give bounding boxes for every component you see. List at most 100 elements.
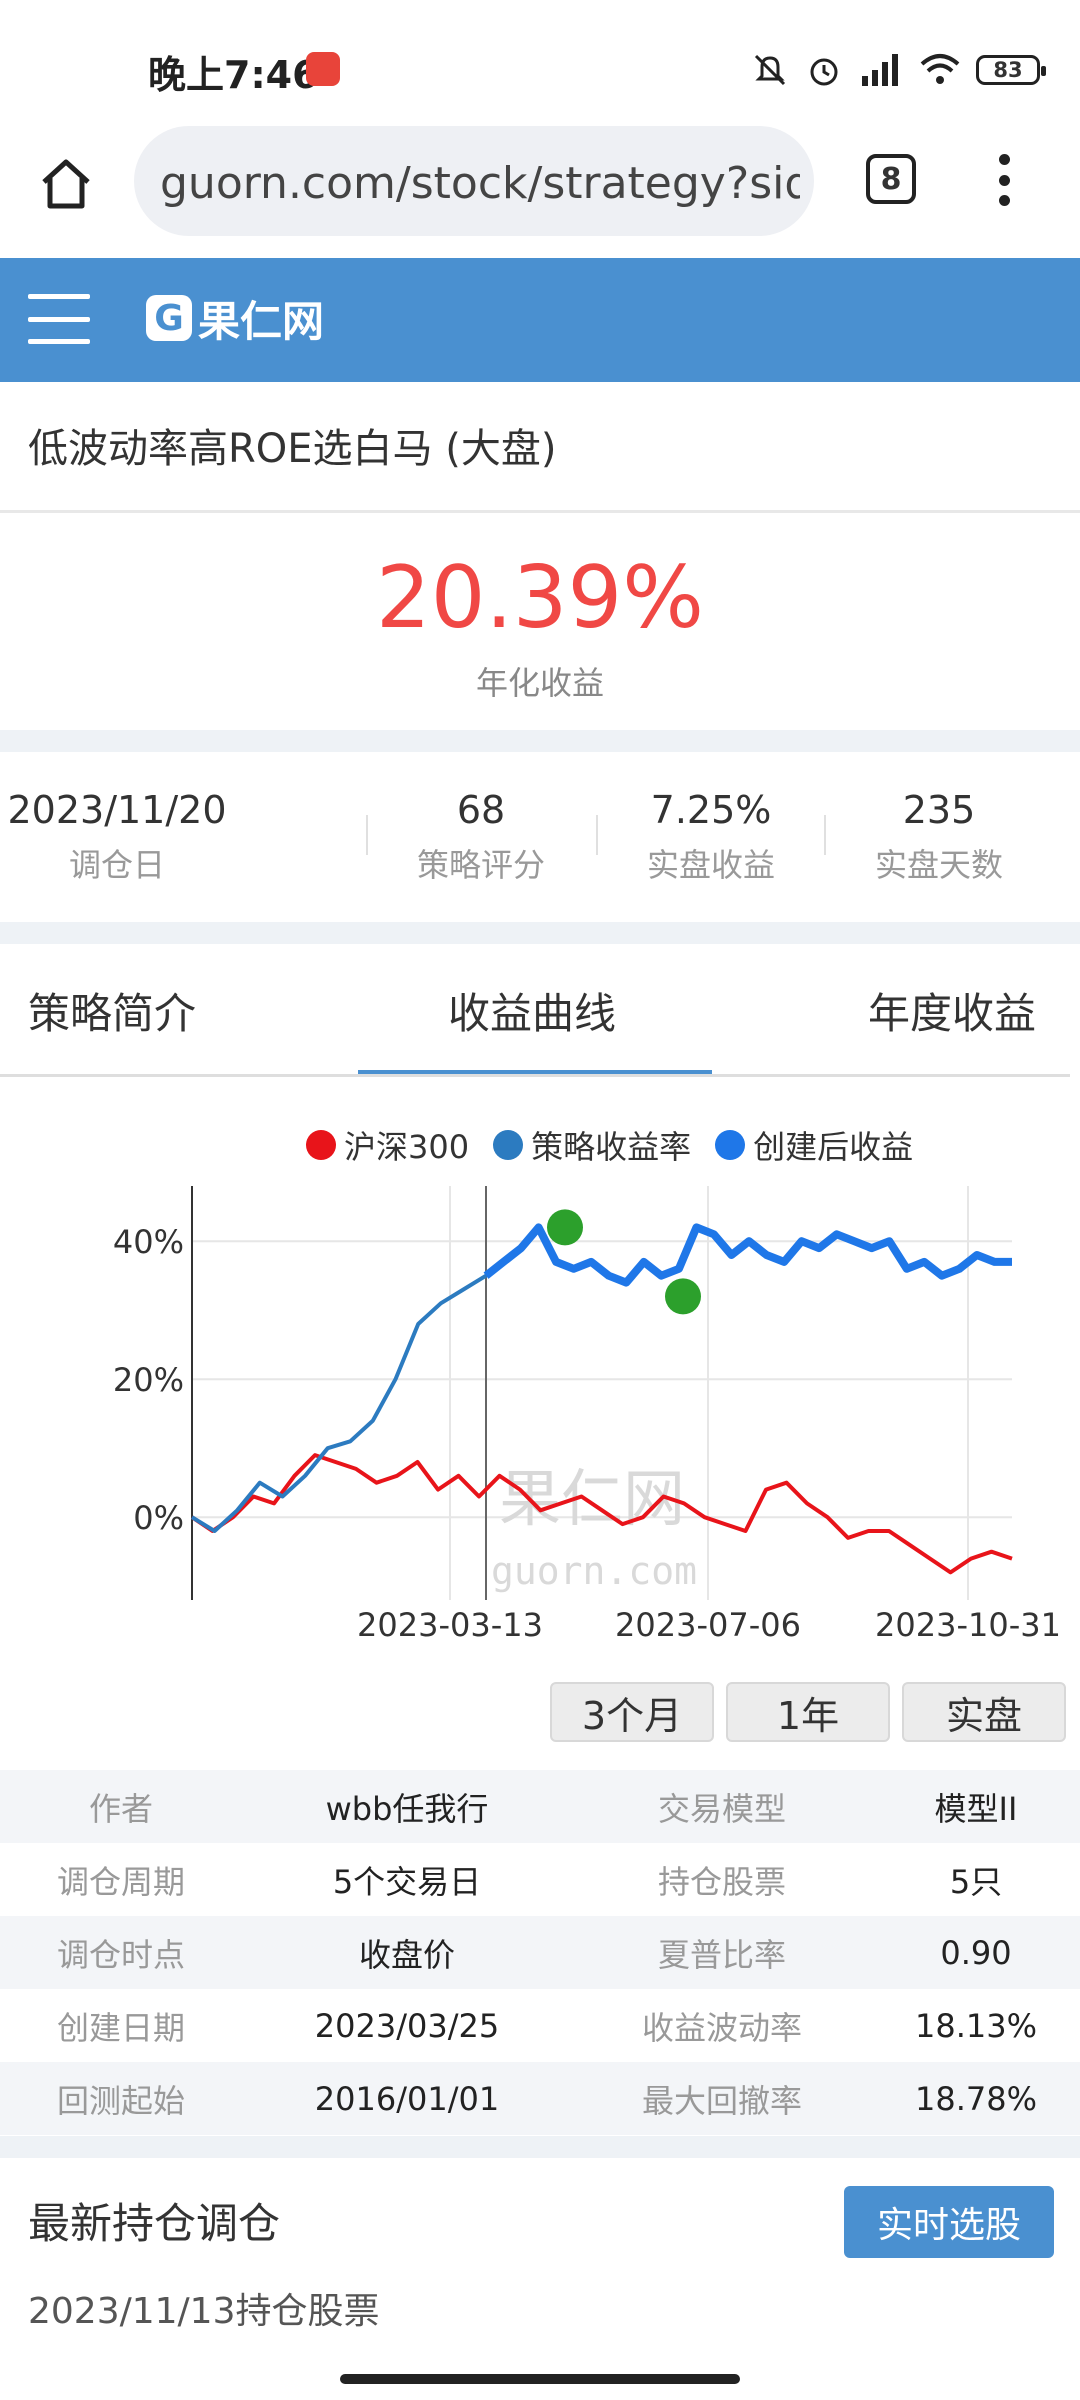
hamburger-menu-icon[interactable] (28, 294, 90, 344)
info-label: 回测起始 (56, 2081, 185, 2120)
info-value: 2016/01/01 (314, 2079, 500, 2118)
more-menu-icon[interactable] (986, 150, 1022, 210)
legend-dot (715, 1130, 746, 1160)
status-icons: 83 (750, 48, 1046, 92)
legend-label: 策略收益率 (531, 1128, 692, 1166)
info-row: 作者 wbb任我行 交易模型 模型II (0, 1770, 1080, 1843)
section-gap (0, 730, 1080, 752)
info-value: 0.90 (940, 1933, 1012, 1972)
annual-return-value: 20.39% (376, 548, 704, 648)
x-tick-label: 2023-10-31 (875, 1606, 1061, 1644)
notification-app-icon (306, 52, 340, 86)
info-value: 18.78% (914, 2079, 1037, 2118)
info-row: 调仓时点 收盘价 夏普比率 0.90 (0, 1916, 1080, 1989)
latest-holdings-title: 最新持仓调仓 (28, 2199, 281, 2248)
chart-legend: 沪深300 策略收益率 创建后收益 (306, 1122, 913, 1168)
period-3months-button[interactable]: 3个月 (550, 1682, 714, 1742)
site-header: G 果仁网 (0, 258, 1080, 382)
y-tick-label: 20% (113, 1361, 184, 1399)
holdings-date: 2023/11/13持仓股票 (28, 2291, 380, 2332)
tabs-divider (0, 1074, 1070, 1077)
legend-item-hs300[interactable]: 沪深300 (306, 1122, 469, 1168)
active-tab-indicator (358, 1070, 712, 1075)
info-value: 收盘价 (358, 1935, 455, 1974)
series-strategy-line (190, 1273, 488, 1533)
x-tick-label: 2023-07-06 (615, 1606, 801, 1644)
logo-mark: G (146, 295, 192, 341)
legend-label: 沪深300 (344, 1128, 470, 1166)
period-live-button[interactable]: 实盘 (902, 1682, 1066, 1742)
stat-value: 7.25% (650, 788, 772, 832)
info-label: 作者 (88, 1789, 153, 1828)
stat-label: 实盘天数 (874, 846, 1003, 884)
info-value: 5只 (949, 1862, 1003, 1901)
legend-item-strategy[interactable]: 策略收益率 (493, 1122, 691, 1168)
legend-dot (493, 1130, 524, 1160)
section-gap (0, 922, 1080, 944)
info-value: 18.13% (914, 2006, 1037, 2045)
stat-label: 策略评分 (416, 846, 545, 884)
info-label: 调仓周期 (56, 1862, 185, 1901)
alarm-icon (810, 58, 838, 86)
series-post-creation-line (483, 1223, 1012, 1287)
info-label: 夏普比率 (657, 1935, 786, 1974)
wifi-icon (920, 54, 960, 84)
return-curve-chart[interactable]: 0%20%40%2023-03-13 2023-07-06 2023-10-31果仁… (0, 1160, 1080, 1680)
info-row: 创建日期 2023/03/25 收益波动率 18.13% (0, 1989, 1080, 2062)
series-hs300-line (190, 1453, 1013, 1575)
home-icon[interactable] (36, 154, 96, 214)
status-time: 晚上7:46 (148, 53, 319, 97)
url-text[interactable]: guorn.com/stock/strategy?sid= (160, 158, 800, 209)
stat-value: 235 (902, 788, 976, 832)
info-value: 2023/03/25 (314, 2006, 500, 2045)
stat-separator (824, 815, 826, 855)
browser-toolbar: guorn.com/stock/strategy?sid= 8 (0, 120, 1080, 258)
stat-label: 调仓日 (68, 846, 165, 884)
section-gap (0, 2136, 1080, 2158)
info-label: 最大回撤率 (641, 2081, 802, 2120)
status-bar: 晚上7:46 83 (0, 0, 1080, 120)
info-label: 创建日期 (56, 2008, 185, 2047)
divider (0, 510, 1080, 513)
legend-item-post-creation[interactable]: 创建后收益 (715, 1122, 913, 1168)
home-indicator[interactable] (340, 2374, 740, 2384)
realtime-stock-pick-button[interactable]: 实时选股 (844, 2186, 1054, 2258)
signal-icon (862, 54, 898, 86)
logo-text: 果仁网 (198, 296, 325, 346)
info-value: wbb任我行 (325, 1789, 489, 1828)
strategy-info-table: 作者 wbb任我行 交易模型 模型II 调仓周期 5个交易日 持仓股票 5只 调… (0, 1770, 1080, 2135)
legend-label: 创建后收益 (753, 1128, 914, 1166)
stat-value: 2023/11/20 (7, 788, 227, 832)
site-logo[interactable]: G 果仁网 (146, 288, 324, 348)
info-label: 调仓时点 (56, 1935, 185, 1974)
info-value: 模型II (934, 1789, 1018, 1828)
y-tick-label: 40% (113, 1223, 184, 1261)
info-label: 交易模型 (657, 1789, 786, 1828)
annual-return-label: 年化收益 (475, 664, 604, 702)
y-tick-label: 0% (133, 1499, 184, 1537)
x-tick-label: 2023-03-13 (357, 1606, 543, 1644)
address-bar[interactable]: guorn.com/stock/strategy?sid= (134, 126, 814, 236)
mute-icon (754, 54, 786, 86)
tab-strategy-intro[interactable]: 策略简介 (28, 989, 197, 1038)
stat-separator (596, 815, 598, 855)
stat-score: 68 策略评分 (366, 788, 596, 886)
info-row: 回测起始 2016/01/01 最大回撤率 18.78% (0, 2062, 1080, 2135)
peak-marker (547, 1209, 583, 1246)
watermark-url: guorn.com (491, 1549, 697, 1593)
info-label: 收益波动率 (641, 2008, 802, 2047)
info-row: 调仓周期 5个交易日 持仓股票 5只 (0, 1843, 1080, 1916)
legend-dot (306, 1130, 336, 1160)
stat-rebalance-day: 2023/11/20 调仓日 (2, 788, 232, 886)
stat-separator (366, 815, 368, 855)
info-label: 持仓股票 (657, 1862, 786, 1901)
period-1year-button[interactable]: 1年 (726, 1682, 890, 1742)
stat-live-return: 7.25% 实盘收益 (596, 788, 826, 886)
stat-value: 68 (456, 788, 506, 832)
info-value: 5个交易日 (332, 1862, 482, 1901)
battery-indicator: 83 (976, 55, 1046, 85)
tab-return-curve[interactable]: 收益曲线 (448, 989, 617, 1038)
tab-switcher-button[interactable]: 8 (866, 154, 916, 204)
stat-live-days: 235 实盘天数 (824, 788, 1054, 886)
tab-annual-return[interactable]: 年度收益 (868, 989, 1037, 1038)
